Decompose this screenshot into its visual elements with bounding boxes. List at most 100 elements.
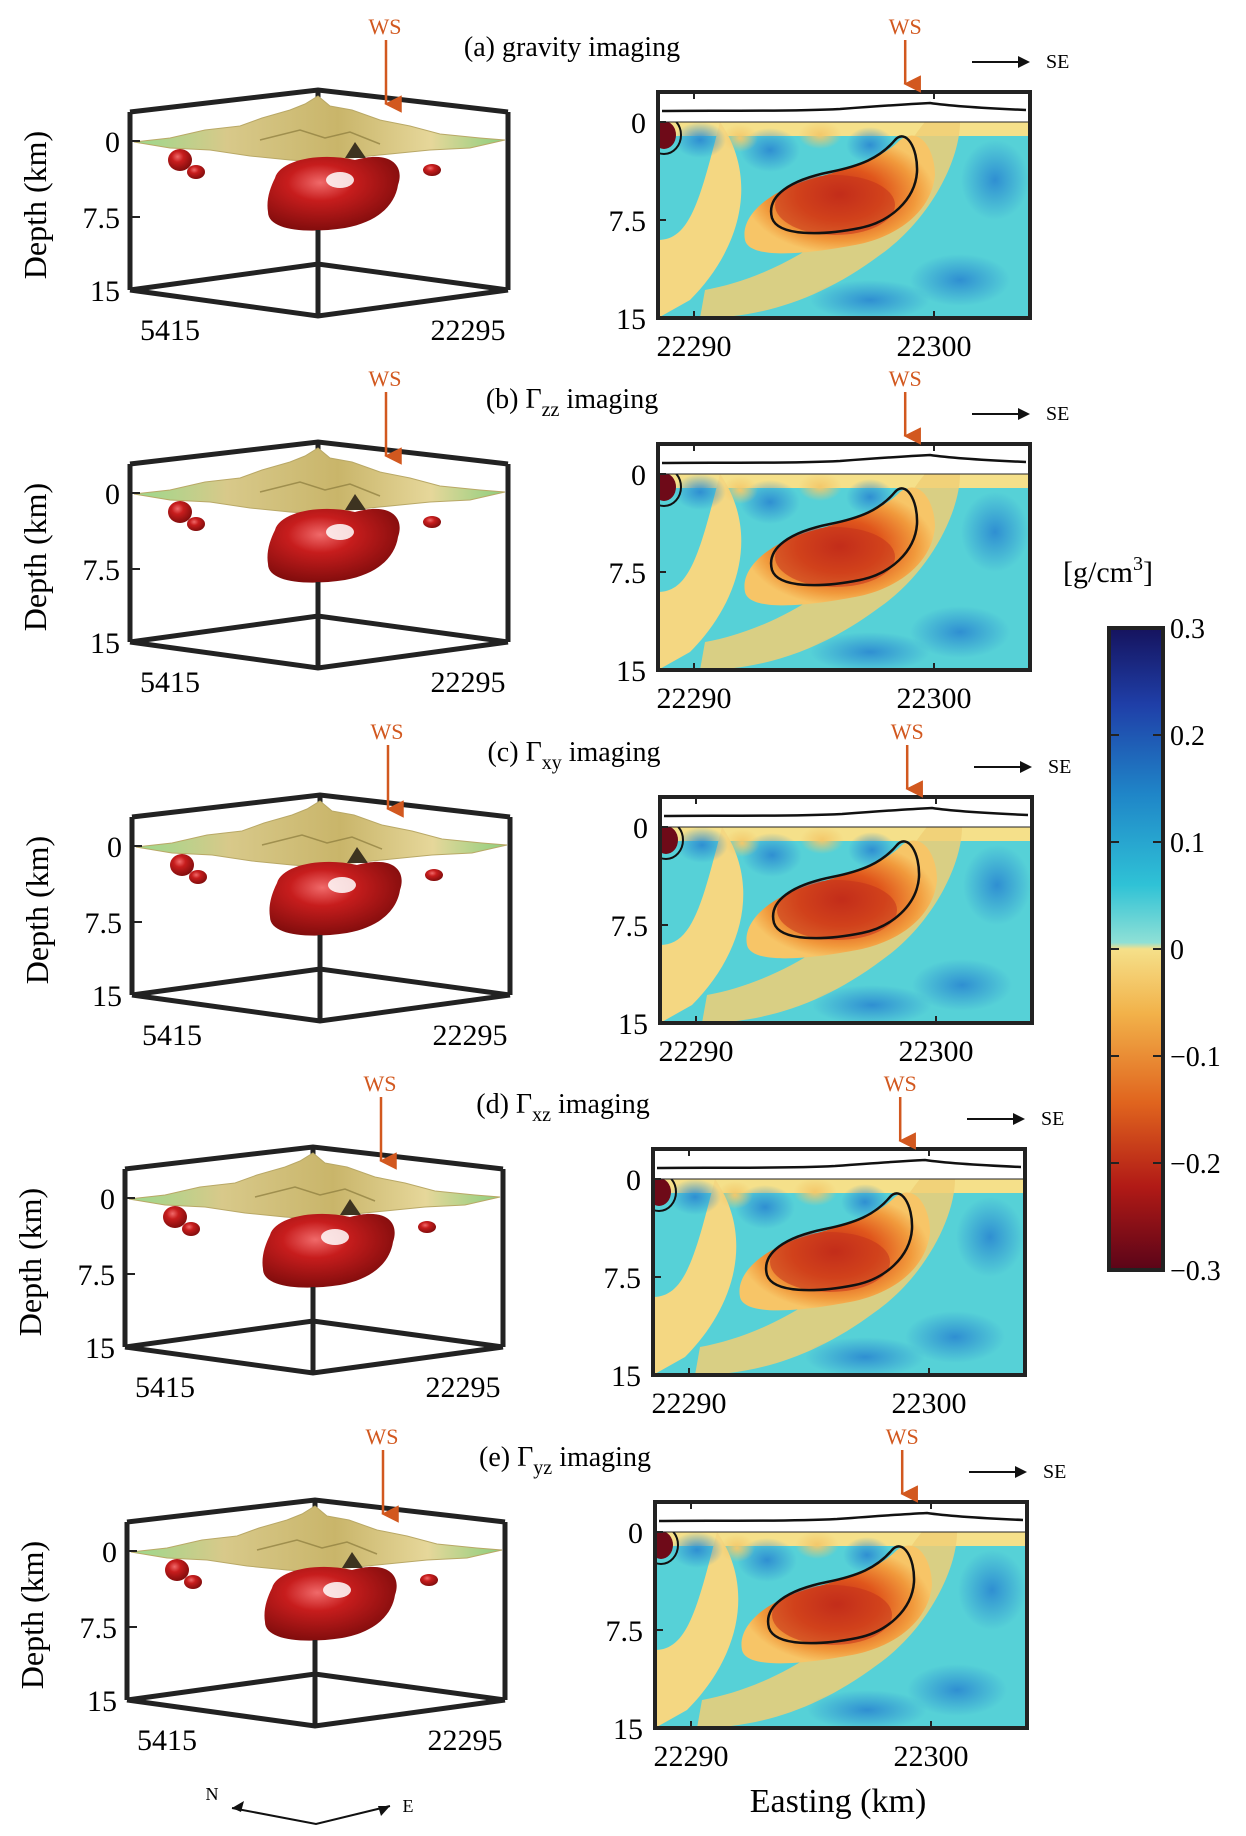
depth-tick-label: 7.5 [80, 1612, 118, 1645]
section-frame [653, 1500, 1029, 1730]
blue-anomaly [963, 845, 1031, 925]
section-frame [658, 795, 1034, 1025]
blue-anomaly [676, 827, 728, 863]
terrain-surface [133, 95, 506, 163]
topography-line [661, 101, 1027, 113]
blob-highlight [328, 877, 356, 893]
anomaly-contour [764, 1192, 914, 1292]
small-anomaly-blob [163, 1206, 187, 1228]
edge-anomaly [653, 1179, 671, 1206]
blue-anomaly [956, 1197, 1024, 1277]
ws-label: WS [371, 719, 404, 744]
small-anomaly-blob [184, 1575, 202, 1589]
block-x-tick-label: 5415 [142, 1019, 202, 1052]
block-3d-view: 0 7.5 15 Depth (km) 5415 22295 WS [17, 366, 511, 699]
small-anomaly-blob [189, 870, 207, 884]
section-depth-tick-label: 15 [613, 1713, 643, 1746]
warm-plume [653, 1179, 737, 1375]
colorbar-tick-label: 0.3 [1170, 614, 1205, 645]
small-anomaly-blob [187, 517, 205, 531]
depth-tick-label: 15 [90, 275, 120, 308]
colorbar-tick-label: −0.1 [1170, 1042, 1221, 1073]
block-bottom-edge [124, 1344, 504, 1376]
block-bottom-back-edge [131, 966, 511, 998]
blue-anomaly [671, 1532, 723, 1568]
warm-anomaly [719, 1534, 755, 1562]
density-heatmap [658, 474, 1030, 670]
anomaly-core [775, 175, 895, 235]
ws-label: WS [891, 719, 924, 744]
block-bottom-edge [131, 992, 511, 1024]
anomaly-contour [769, 135, 919, 235]
compass-east: E [403, 1796, 414, 1816]
terrain-peak [345, 142, 366, 158]
edge-anomaly [658, 474, 676, 501]
blue-anomaly [810, 280, 930, 318]
blue-anomaly [812, 985, 932, 1023]
colorbar-tick-label: 0.1 [1170, 828, 1205, 859]
panel-title: (e) Γyz imaging [479, 1442, 651, 1479]
section-x-tick-label: 22290 [659, 1035, 734, 1068]
colorbar-tick-label: −0.2 [1170, 1149, 1221, 1180]
compass-arrow-left-icon [232, 1801, 244, 1812]
depth-tick-label: 15 [92, 980, 122, 1013]
main-anomaly-blob [262, 1213, 395, 1288]
edge-anomaly-contour [660, 827, 684, 860]
warm-plume [658, 474, 742, 670]
depth-axis-label: Depth (km) [17, 131, 53, 279]
section-frame [656, 90, 1032, 320]
ws-label: WS [364, 1071, 397, 1096]
direction-label: SE [1046, 403, 1069, 425]
direction-label: SE [1046, 51, 1069, 73]
depth-axis-label: Depth (km) [14, 1541, 50, 1689]
warm-anomaly [793, 1179, 837, 1206]
ws-label: WS [889, 14, 922, 39]
section-x-tick-label: 22300 [894, 1740, 969, 1773]
edge-anomaly [660, 827, 678, 854]
density-heatmap [655, 1532, 1027, 1728]
density-heatmap [660, 827, 1032, 1023]
depth-section: 0 7.5 15 22290 22300 WS SE [611, 719, 1072, 1068]
terrain-surface [130, 1505, 503, 1573]
block-x-tick-label: 22295 [431, 666, 506, 699]
blue-anomaly [669, 1179, 721, 1215]
small-anomaly-blob [165, 1559, 189, 1581]
depth-axis-label: Depth (km) [19, 836, 55, 984]
blob-highlight [326, 172, 354, 188]
direction-arrowhead-icon [1013, 1113, 1025, 1125]
topography-line [656, 1158, 1022, 1170]
edge-anomaly-contour [655, 1532, 679, 1565]
depth-axis-label: Depth (km) [17, 483, 53, 631]
blob-highlight [326, 524, 354, 540]
blue-anomaly [807, 1690, 927, 1728]
blue-anomaly [912, 959, 1012, 1011]
panel-a: 0 7.5 15 Depth (km) 5415 22295 WS (a) gravity i… [17, 14, 1069, 363]
terrain-ridge [259, 129, 381, 145]
section-depth-tick-label: 0 [626, 1164, 641, 1197]
section-x-tick-label: 22290 [657, 330, 732, 363]
panel-e: 0 7.5 15 Depth (km) 5415 22295 WS (e) Γyz imagi… [14, 1424, 1066, 1773]
depth-tick-label: 0 [100, 1183, 115, 1216]
compass-arrow-right-icon [378, 1806, 390, 1816]
terrain-ridge [259, 481, 381, 497]
section-depth-tick-label: 15 [616, 303, 646, 336]
depth-tick-label: 0 [102, 1536, 117, 1569]
warm-anomaly [722, 124, 758, 152]
x-axis-label: Easting (km) [750, 1783, 927, 1820]
section-depth-tick-label: 0 [631, 459, 646, 492]
warm-anomaly [722, 476, 758, 504]
block-3d-view: 0 7.5 15 Depth (km) 5415 22295 WS [12, 1071, 506, 1404]
anomaly-core [770, 1232, 890, 1292]
section-depth-tick-label: 0 [631, 107, 646, 140]
section-depth-tick-label: 15 [616, 655, 646, 688]
density-heatmap [658, 122, 1030, 318]
depth-tick-label: 0 [105, 126, 120, 159]
terrain-surface [133, 447, 506, 515]
section-x-tick-label: 22290 [654, 1740, 729, 1773]
edge-anomaly-contour [658, 474, 682, 507]
small-anomaly-blob [187, 165, 205, 179]
terrain-ridge [261, 834, 383, 850]
compass-arrows [231, 1805, 391, 1826]
warm-anomaly [724, 829, 760, 857]
panel-title: (a) gravity imaging [464, 32, 680, 63]
